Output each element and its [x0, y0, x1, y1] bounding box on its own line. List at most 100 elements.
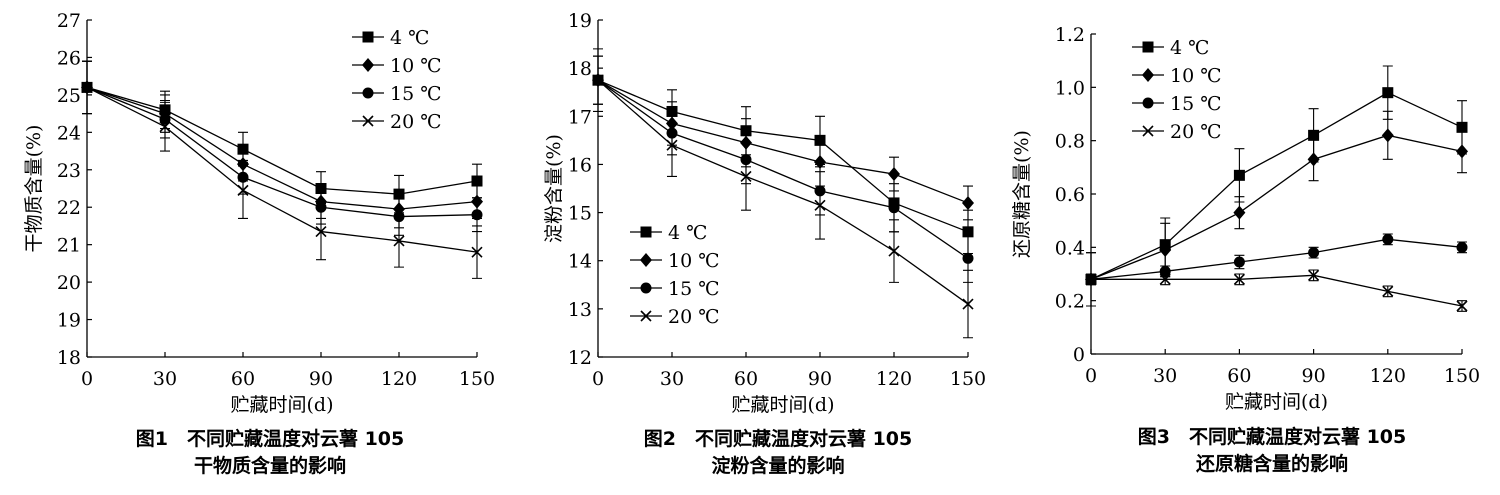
series-marker	[362, 87, 374, 99]
x-tick-label: 60	[231, 368, 255, 390]
series-marker	[81, 81, 93, 93]
legend: 4 ℃ 10 ℃ 15 ℃ 20 ℃	[1132, 37, 1221, 143]
series-marker	[1456, 241, 1468, 253]
series-marker	[962, 252, 974, 264]
x-tick-label: 120	[381, 368, 417, 390]
y-tick-label: 23	[57, 160, 81, 182]
series-marker	[315, 225, 327, 238]
series-marker	[1382, 87, 1394, 99]
legend-label: 4 ℃	[390, 27, 429, 49]
x-tick-label: 150	[459, 368, 495, 390]
series-circle	[592, 55, 974, 283]
chart-1: 18 19 20 21 22 23 24 25 26 27 0 30 60 90 120 150 贮藏时间(d)…	[23, 10, 495, 416]
series-marker	[159, 121, 171, 133]
series-line	[86, 86, 478, 195]
x-tick-label: 0	[592, 368, 604, 390]
series-marker	[640, 310, 652, 322]
series-marker	[640, 226, 652, 238]
y-tick-label: 14	[568, 251, 592, 273]
series-diamond	[592, 55, 974, 221]
series-marker	[471, 209, 483, 221]
caption-figure-1: 图1 不同贮藏温度对云薯 105 干物质含量的影响	[60, 426, 480, 480]
caption-line-1: 图1 不同贮藏温度对云薯 105	[135, 428, 405, 450]
x-axis-title: 贮藏时间(d)	[231, 394, 334, 416]
x-tick-label: 0	[1085, 365, 1097, 387]
legend: 4 ℃ 10 ℃ 15 ℃ 20 ℃	[352, 27, 441, 133]
y-tick-label: 26	[57, 47, 81, 69]
legend-label: 10 ℃	[668, 250, 719, 272]
caption-figure-2: 图2 不同贮藏温度对云薯 105 淀粉含量的影响	[568, 426, 988, 480]
x-tick-label: 30	[153, 368, 177, 390]
chart-3: 0 0.2 0.4 0.6 0.8 1.0 1.2 0 30 60 90 120 150 贮藏时间(d) 还…	[1011, 24, 1480, 413]
caption-line-2: 淀粉含量的影响	[711, 455, 845, 477]
y-tick-label: 15	[568, 203, 592, 225]
series-line	[1090, 91, 1463, 280]
series-marker	[640, 282, 652, 294]
series-marker	[471, 175, 483, 187]
series-line	[597, 79, 969, 204]
series-line	[1090, 134, 1463, 280]
series-x	[1085, 269, 1468, 312]
legend-label: 20 ℃	[1170, 121, 1221, 143]
legend-label: 20 ℃	[390, 111, 441, 133]
series-marker	[740, 170, 752, 183]
series-marker	[1085, 273, 1097, 285]
series-line	[86, 86, 478, 218]
legend-label: 10 ℃	[390, 55, 441, 77]
series-marker	[1382, 233, 1394, 245]
y-tick-label: 20	[57, 272, 81, 294]
series-marker	[1382, 285, 1394, 297]
legend-label: 15 ℃	[390, 83, 441, 105]
legend: 4 ℃ 10 ℃ 15 ℃ 20 ℃	[630, 222, 719, 328]
caption-line-1: 图3 不同贮藏温度对云薯 105	[1137, 426, 1407, 448]
series-marker	[962, 226, 974, 238]
y-tick-label: 13	[568, 299, 592, 321]
legend-label: 4 ℃	[668, 222, 707, 244]
x-tick-label: 90	[1302, 365, 1326, 387]
series-marker	[640, 253, 652, 267]
series-marker	[962, 298, 974, 310]
series-marker	[1308, 247, 1320, 259]
series-marker	[471, 246, 483, 258]
y-tick-label: 27	[57, 10, 81, 32]
legend-label: 15 ℃	[1170, 93, 1221, 115]
series-marker	[592, 74, 604, 86]
series-marker	[1142, 68, 1154, 82]
y-tick-label: 0.2	[1055, 291, 1085, 313]
series-line	[597, 79, 969, 305]
x-tick-label: 60	[734, 368, 758, 390]
legend-label: 15 ℃	[668, 278, 719, 300]
x-tick-label: 120	[1370, 365, 1406, 387]
series-marker	[237, 184, 249, 196]
series-marker	[814, 155, 826, 170]
x-tick-label: 120	[876, 368, 912, 390]
series-line	[597, 79, 969, 259]
y-axis-title: 还原糖含量(%)	[1011, 130, 1033, 258]
series-marker	[1456, 300, 1468, 312]
series-marker	[393, 235, 405, 247]
caption-figure-3: 图3 不同贮藏温度对云薯 105 还原糖含量的影响	[1062, 424, 1482, 478]
y-tick-label: 17	[568, 106, 592, 128]
series-marker	[1381, 128, 1394, 143]
x-tick-label: 150	[1444, 365, 1480, 387]
caption-line-1: 图2 不同贮藏温度对云薯 105	[643, 428, 913, 450]
series-marker	[1456, 144, 1468, 159]
y-tick-label: 24	[57, 122, 81, 144]
y-axis-title: 干物质含量(%)	[23, 125, 45, 253]
chart-2: 12 13 14 15 16 17 18 19 0 30 60 90 120 150 贮藏时间(d) 淀粉含量…	[543, 10, 986, 416]
series-square	[592, 55, 974, 255]
y-tick-label: 25	[57, 85, 81, 107]
x-tick-label: 150	[950, 368, 986, 390]
series-marker	[1142, 97, 1154, 109]
x-axis-title: 贮藏时间(d)	[1225, 391, 1328, 413]
x-tick-label: 30	[660, 368, 684, 390]
series-marker	[1142, 41, 1154, 53]
x-tick-label: 30	[1153, 365, 1177, 387]
series-marker	[814, 199, 826, 211]
series-marker	[888, 245, 900, 257]
legend-label: 20 ℃	[668, 306, 719, 328]
caption-line-2: 干物质含量的影响	[193, 455, 346, 477]
legend-label: 4 ℃	[1170, 37, 1209, 59]
series-marker	[888, 202, 900, 214]
series-marker	[1233, 169, 1245, 181]
